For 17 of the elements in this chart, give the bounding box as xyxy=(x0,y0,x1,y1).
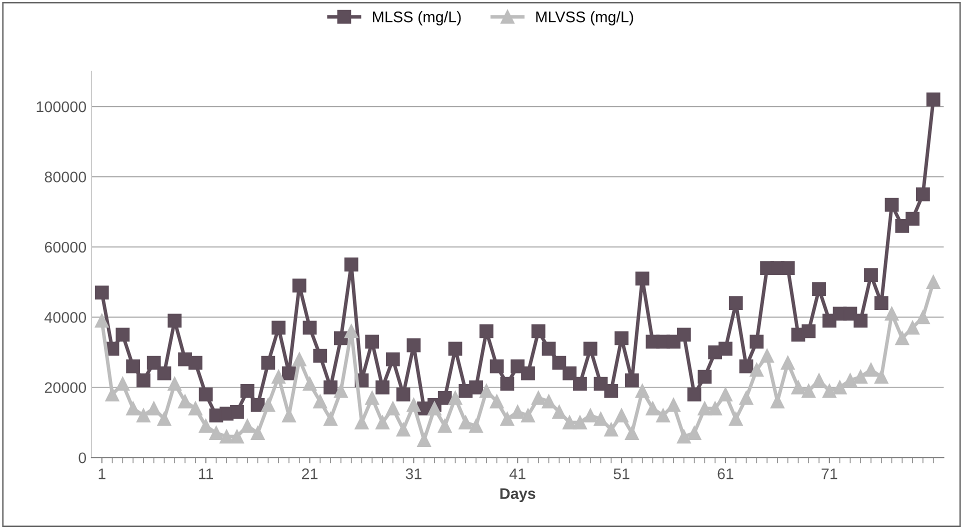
y-tick-label: 0 xyxy=(78,452,86,464)
x-tick-label: 11 xyxy=(199,468,213,480)
x-tick-label: 51 xyxy=(614,468,630,480)
x-tick-label: 21 xyxy=(302,468,318,480)
y-tick-label: 20000 xyxy=(44,382,86,394)
x-tick-label: 31 xyxy=(406,468,422,480)
x-tick-label: 41 xyxy=(509,468,526,480)
y-tick-label: 40000 xyxy=(44,312,86,323)
y-tick-label: 60000 xyxy=(44,242,86,253)
x-axis-title: Days xyxy=(500,488,536,502)
y-tick-label: 80000 xyxy=(44,172,86,182)
legend-label: MLVSS (mg/L) xyxy=(536,11,634,26)
x-tick-label: 1 xyxy=(98,468,106,480)
y-tick-label: 100000 xyxy=(36,101,86,112)
x-tick-label: 61 xyxy=(718,468,734,480)
x-tick-label: 71 xyxy=(822,468,838,480)
legend-label: MLSS (mg/L) xyxy=(372,11,461,26)
